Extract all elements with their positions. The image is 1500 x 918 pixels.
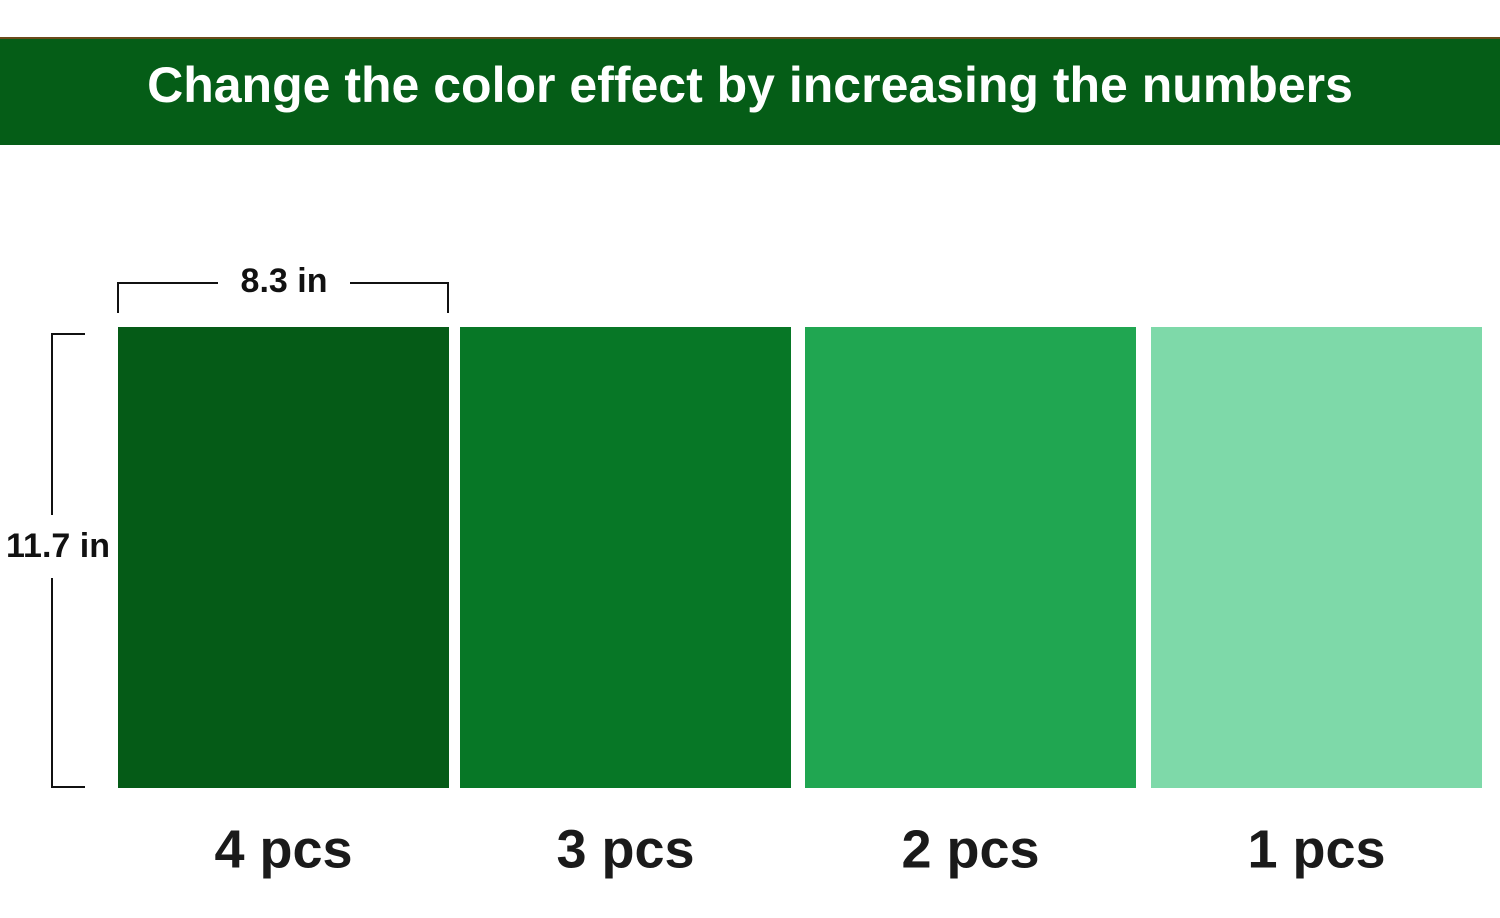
- height-label: 11.7 in: [6, 527, 110, 565]
- swatch-group: 4 pcs 3 pcs 2 pcs 1 pcs: [118, 327, 1482, 879]
- swatch: [1151, 327, 1482, 788]
- swatch-label: 2 pcs: [901, 819, 1039, 879]
- width-label: 8.3 in: [241, 262, 328, 300]
- banner-edge: [0, 37, 1500, 39]
- width-bracket: [117, 282, 449, 313]
- banner: [0, 39, 1500, 145]
- height-bracket: [51, 333, 85, 788]
- swatch: [118, 327, 449, 788]
- title: Change the color effect by increasing th…: [147, 57, 1353, 113]
- swatch-label: 4 pcs: [214, 819, 352, 879]
- swatch: [460, 327, 791, 788]
- swatch-label: 1 pcs: [1247, 819, 1385, 879]
- swatch: [805, 327, 1136, 788]
- swatch-label: 3 pcs: [556, 819, 694, 879]
